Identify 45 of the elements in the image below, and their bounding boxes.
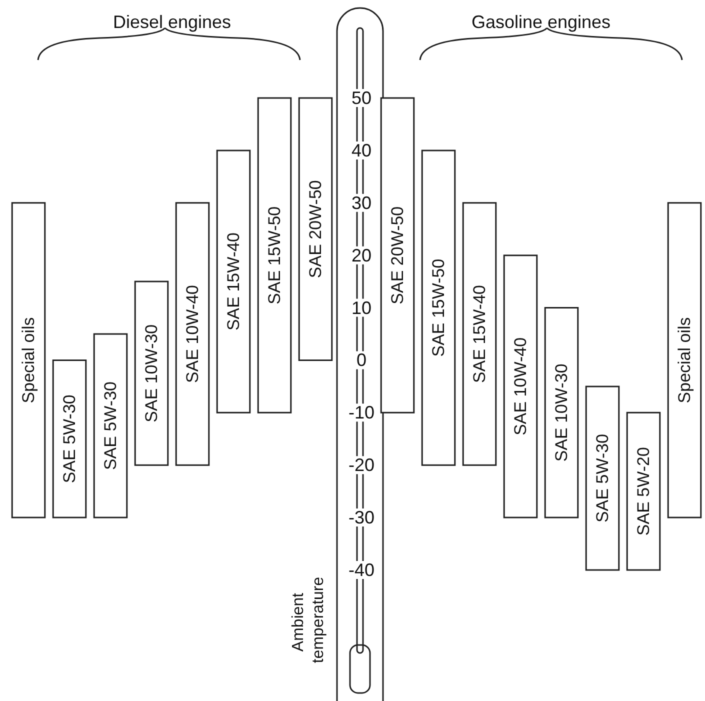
bar xyxy=(380,97,415,414)
bar xyxy=(216,150,251,414)
x-tick-label: SAE 5W-30 xyxy=(101,382,120,470)
y-tick-label: 40 xyxy=(351,140,372,160)
x-tick-label: SAE 15W-50 xyxy=(429,258,448,357)
y-tick-label: -10 xyxy=(348,402,375,423)
x-tick-label: SAE 10W-40 xyxy=(183,285,202,383)
x-tick-label: SAE 10W-40 xyxy=(511,337,530,436)
bar xyxy=(257,97,292,414)
x-tick-label: SAE 20W-50 xyxy=(306,180,325,278)
x-tick-label: SAE 5W-30 xyxy=(60,394,79,484)
x-tick-label: SAE 15W-40 xyxy=(470,285,489,383)
text: Diesel engines xyxy=(112,12,232,32)
y-tick-label: -40 xyxy=(348,560,375,580)
bar xyxy=(667,202,702,518)
x-tick-label: SAE 10W-30 xyxy=(552,364,571,462)
bar xyxy=(421,150,456,466)
y-tick-label: -20 xyxy=(348,455,375,476)
y-tick-label: 50 xyxy=(351,88,372,108)
x-tick-label: SAE 5W-20 xyxy=(634,447,653,536)
x-tick-label: Special oils xyxy=(675,317,694,404)
y-tick-label: -30 xyxy=(348,508,375,528)
bar xyxy=(11,202,46,518)
bar xyxy=(626,412,661,571)
y-tick-label: 20 xyxy=(351,245,372,266)
bar xyxy=(462,202,497,466)
text: Gasoline engines xyxy=(471,12,611,32)
x-tick-label: SAE 10W-30 xyxy=(142,324,161,422)
bar xyxy=(175,202,210,466)
y-tick-label: 10 xyxy=(351,298,372,318)
bar xyxy=(544,307,579,518)
x-tick-label: SAE 20W-50 xyxy=(388,206,407,304)
x-tick-label: Special oils xyxy=(19,317,38,404)
bar xyxy=(134,280,169,466)
y-tick-label: 0 xyxy=(356,350,367,370)
bar xyxy=(298,97,333,361)
y-tick-label: 30 xyxy=(351,192,372,213)
bar xyxy=(585,386,620,571)
x-tick-label: SAE 15W-40 xyxy=(224,232,243,331)
bar xyxy=(503,254,538,518)
x-tick-label: SAE 5W-30 xyxy=(593,434,612,522)
x-tick-label: SAE 15W-50 xyxy=(265,206,284,304)
bar xyxy=(52,359,87,518)
bar xyxy=(93,333,128,518)
y-axis-title: Ambient temperature xyxy=(290,576,327,664)
